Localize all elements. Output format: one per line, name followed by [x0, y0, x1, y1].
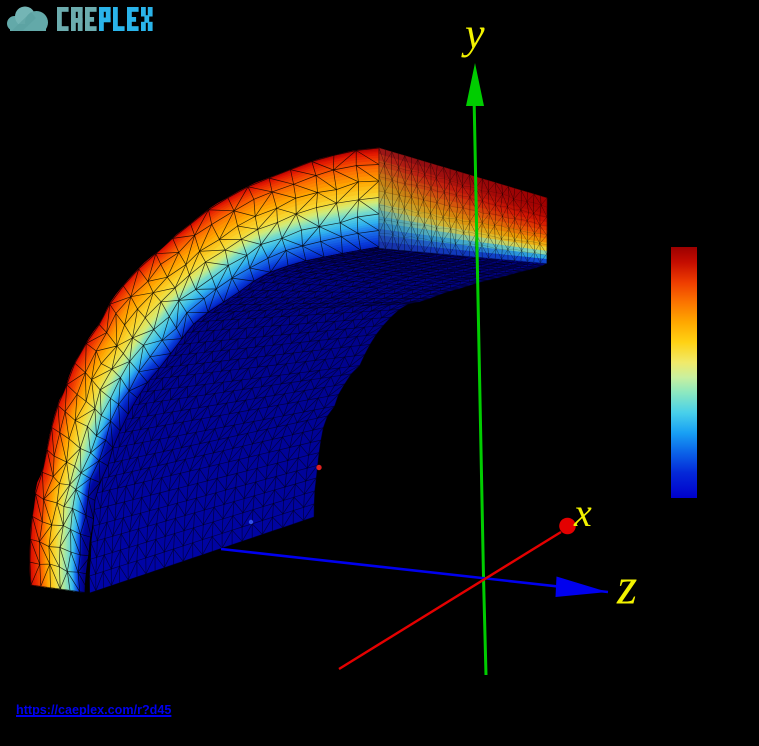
svg-text:y: y	[461, 9, 485, 58]
svg-text:x: x	[573, 490, 592, 535]
svg-text:z: z	[616, 559, 637, 616]
